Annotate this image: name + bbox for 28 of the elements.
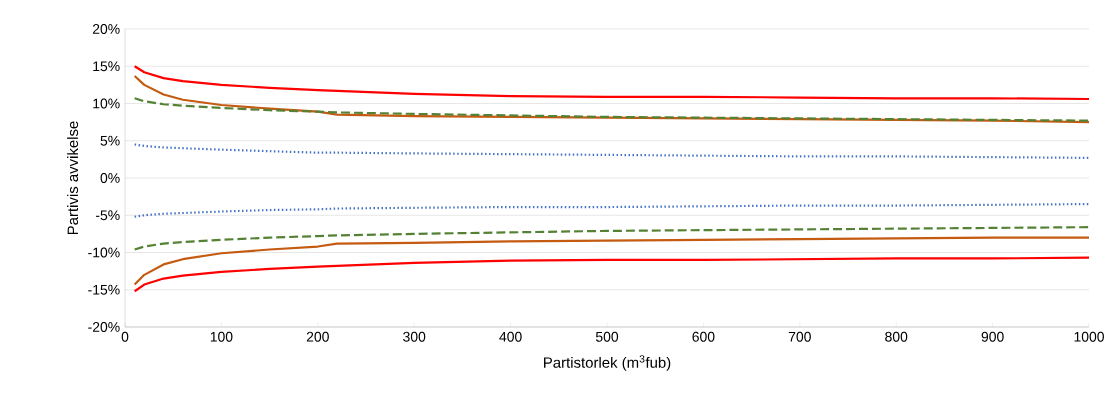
y-tick-label: 10% (93, 98, 120, 109)
y-tick-label: -20% (88, 322, 120, 332)
y-tick-label: 5% (100, 135, 120, 146)
x-tick-label: 1000 (1074, 331, 1104, 342)
y-tick-label: -10% (88, 247, 120, 258)
x-tick-label: 300 (403, 331, 426, 342)
x-tick-label: 900 (981, 331, 1004, 342)
line-series (133, 202, 1091, 218)
x-tick-label: 600 (692, 331, 715, 342)
line-series (133, 65, 1091, 101)
y-tick-label: -5% (95, 210, 120, 221)
y-tick-label: 0% (100, 173, 120, 183)
line-series (133, 143, 1091, 159)
line-series (133, 74, 1091, 124)
line-series (133, 226, 1091, 251)
x-tick-label: 200 (306, 331, 329, 342)
x-axis-title: Partistorlek (m$^{3}$fub) (544, 355, 671, 371)
y-axis-title: Partivis avvikelse (67, 121, 79, 235)
y-tick-label: 15% (93, 61, 120, 72)
y-tick-label: -15% (88, 284, 120, 295)
x-tick-label: 500 (595, 331, 619, 342)
x-tick-label: 800 (885, 331, 908, 342)
x-tick-label: 400 (499, 331, 522, 342)
x-tick-label: 100 (210, 331, 233, 342)
y-tick-label: 20% (92, 24, 120, 34)
x-tick-label: 0 (121, 331, 129, 342)
line-series (133, 236, 1091, 286)
x-tick-label: 700 (788, 331, 811, 342)
